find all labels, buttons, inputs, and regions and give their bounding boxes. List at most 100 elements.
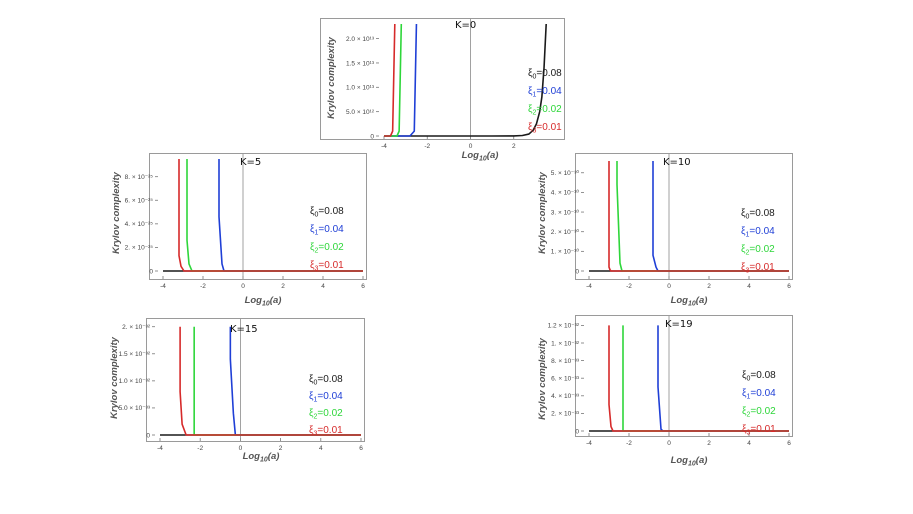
legend-entry-xi0: ξ0=0.08 xyxy=(309,374,343,387)
chart-kappa-19: -4 -2 0 2 4 6 0 2. × 10⁻³³ 4. × 10⁻³³ 6. × 10⁻³³ 8… xyxy=(537,315,793,468)
chart-kappa-0: -4 -2 0 2 0 5.0 × 10¹² 1.0 × 10¹³ 1.5 × 10¹³ 2.0… xyxy=(320,18,565,163)
y-tick-label: 2. × 10⁻³² xyxy=(122,324,151,331)
legend-entry-xi1: ξ1=0.04 xyxy=(742,388,776,401)
series-line-xi3 xyxy=(178,159,363,272)
plot-frame xyxy=(575,153,793,280)
x-tick-label: 2 xyxy=(707,283,711,290)
legend-entry-xi1: ξ1=0.04 xyxy=(310,224,344,237)
y-axis-label: Krylov complexity xyxy=(537,171,548,254)
x-tick-label: -2 xyxy=(626,283,632,290)
y-axis-label: Krylov complexity xyxy=(537,337,548,420)
series-line-xi3 xyxy=(608,160,789,272)
y-tick-label: 5.0 × 10¹² xyxy=(346,109,375,116)
x-tick-label: 0 xyxy=(469,143,473,150)
y-tick-label: 2. × 10⁻³³ xyxy=(551,411,580,418)
x-tick-label: 0 xyxy=(667,440,671,447)
y-tick-label: 0 xyxy=(146,432,150,439)
x-tick-label: 4 xyxy=(747,440,751,447)
y-tick-label: 8. × 10⁻³³ xyxy=(551,358,580,365)
kappa-label: K=0 xyxy=(455,20,476,31)
x-tick-label: -4 xyxy=(586,283,592,290)
y-tick-label: 1.0 × 10¹³ xyxy=(346,85,375,92)
y-tick-label: 0 xyxy=(575,268,579,275)
series-line-xi3 xyxy=(179,326,361,436)
plot-frame xyxy=(575,315,793,437)
y-tick-label: 1.0 × 10⁻³² xyxy=(119,378,151,385)
legend-entry-xi0: ξ0=0.08 xyxy=(310,206,344,219)
y-tick-label: 2. × 10⁻²⁵ xyxy=(125,245,154,252)
y-tick-label: 3. × 10⁻³⁰ xyxy=(551,208,580,216)
x-tick-label: 6 xyxy=(361,283,365,290)
y-axis-label: Krylov complexity xyxy=(109,336,120,419)
y-axis-label: Krylov complexity xyxy=(326,36,337,119)
legend-entry-xi2: ξ2=0.02 xyxy=(310,242,344,255)
chart-panel-kappa-10: -4 -2 0 2 4 6 0 1. × 10⁻³⁰ 2. × 10⁻³⁰ 3. × 10⁻³⁰ 4… xyxy=(531,153,793,308)
legend-entry-xi2: ξ2=0.02 xyxy=(741,244,775,257)
y-tick-label: 1. × 10⁻³² xyxy=(551,340,580,347)
x-tick-label: 6 xyxy=(787,283,791,290)
x-axis-label: Log10(a) xyxy=(243,451,280,464)
legend-entry-xi2: ξ2=0.02 xyxy=(742,406,776,419)
series-line-xi3 xyxy=(384,23,396,137)
y-tick-label: 6. × 10⁻³³ xyxy=(551,376,580,383)
y-axis-label: Krylov complexity xyxy=(111,171,122,254)
chart-panel-kappa-19: -4 -2 0 2 4 6 0 2. × 10⁻³³ 4. × 10⁻³³ 6. × 10⁻³³ 8… xyxy=(531,315,793,470)
x-tick-label: 6 xyxy=(359,445,363,452)
x-tick-label: 2 xyxy=(279,445,283,452)
y-tick-label: 4. × 10⁻²⁵ xyxy=(125,221,154,228)
series-line-xi3 xyxy=(608,325,789,432)
y-tick-label: 2. × 10⁻³⁰ xyxy=(551,228,580,236)
x-tick-label: -4 xyxy=(586,440,592,447)
x-tick-label: 2 xyxy=(281,283,285,290)
legend-entry-xi1: ξ1=0.04 xyxy=(741,226,775,239)
legend-entry-xi3: ξ3=0.01 xyxy=(309,425,343,438)
x-tick-label: -4 xyxy=(157,445,163,452)
legend-entry-xi3: ξ3=0.01 xyxy=(310,260,344,273)
y-tick-label: 5. × 10⁻³⁰ xyxy=(551,169,580,177)
y-tick-label: 0 xyxy=(575,428,579,435)
plot-frame xyxy=(149,153,367,280)
x-tick-label: 0 xyxy=(241,283,245,290)
legend-entry-xi2: ξ2=0.02 xyxy=(528,104,562,117)
y-tick-label: 8. × 10⁻²⁵ xyxy=(125,174,154,181)
series-line-xi0 xyxy=(384,23,547,137)
legend-entry-xi2: ξ2=0.02 xyxy=(309,408,343,421)
x-tick-label: -4 xyxy=(381,143,387,150)
y-tick-label: 1. × 10⁻³⁰ xyxy=(551,248,580,256)
kappa-label: K=15 xyxy=(230,324,258,335)
kappa-label: K=5 xyxy=(240,157,261,168)
chart-panel-kappa-0: -4 -2 0 2 0 5.0 × 10¹² 1.0 × 10¹³ 1.5 × 10¹³ 2.0… xyxy=(320,18,565,163)
legend-entry-xi0: ξ0=0.08 xyxy=(742,370,776,383)
plot-frame xyxy=(146,318,365,442)
x-tick-label: -2 xyxy=(200,283,206,290)
legend-entry-xi0: ξ0=0.08 xyxy=(528,68,562,81)
y-tick-label: 4. × 10⁻³⁰ xyxy=(551,189,580,197)
legend-entry-xi1: ξ1=0.04 xyxy=(528,86,562,99)
x-tick-label: 4 xyxy=(321,283,325,290)
x-tick-label: 4 xyxy=(319,445,323,452)
x-tick-label: 0 xyxy=(239,445,243,452)
kappa-label: K=10 xyxy=(663,157,691,168)
y-tick-label: 4. × 10⁻³³ xyxy=(551,393,580,400)
x-axis-label: Log10(a) xyxy=(671,455,708,468)
chart-panel-kappa-5: -4 -2 0 2 4 6 0 2. × 10⁻²⁵ 4. × 10⁻²⁵ 6. × 10⁻²⁵ 8… xyxy=(105,153,367,308)
x-tick-label: 6 xyxy=(787,440,791,447)
legend-entry-xi0: ξ0=0.08 xyxy=(741,208,775,221)
x-tick-label: 2 xyxy=(707,440,711,447)
x-tick-label: -4 xyxy=(160,283,166,290)
y-tick-label: 6. × 10⁻²⁵ xyxy=(125,198,154,205)
legend-entry-xi3: ξ3=0.01 xyxy=(741,262,775,275)
y-tick-label: 1.5 × 10¹³ xyxy=(346,60,375,67)
x-tick-label: 0 xyxy=(667,283,671,290)
x-axis-label: Log10(a) xyxy=(671,295,708,308)
y-tick-label: 0 xyxy=(370,133,374,140)
legend-entry-xi3: ξ3=0.01 xyxy=(742,424,776,437)
kappa-label: K=19 xyxy=(665,319,693,330)
x-tick-label: -2 xyxy=(626,440,632,447)
x-tick-label: 2 xyxy=(512,143,516,150)
plot-frame xyxy=(320,18,565,140)
y-tick-label: 1.5 × 10⁻³² xyxy=(119,351,151,358)
legend-entry-xi1: ξ1=0.04 xyxy=(309,391,343,404)
chart-kappa-15: -4 -2 0 2 4 6 0 5.0 × 10⁻³³ 1.0 × 10⁻³² 1.5 × 10⁻… xyxy=(109,318,365,464)
chart-kappa-5: -4 -2 0 2 4 6 0 2. × 10⁻²⁵ 4. × 10⁻²⁵ 6. × 10⁻²⁵ 8… xyxy=(111,153,367,308)
